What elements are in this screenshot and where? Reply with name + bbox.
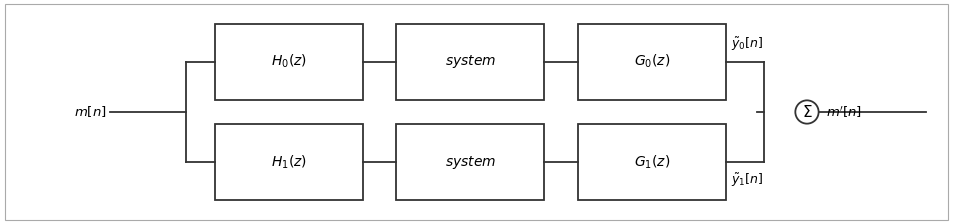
Text: $G_1(z)$: $G_1(z)$ (634, 154, 669, 171)
Bar (215, 124, 363, 200)
Text: $H_0(z)$: $H_0(z)$ (271, 53, 307, 70)
Text: $system$: $system$ (445, 53, 496, 70)
Text: $m[n]$: $m[n]$ (74, 105, 107, 119)
Text: $\tilde{y}_1[n]$: $\tilde{y}_1[n]$ (731, 171, 763, 189)
Text: $\tilde{y}_0[n]$: $\tilde{y}_0[n]$ (731, 35, 763, 53)
Text: $H_1(z)$: $H_1(z)$ (271, 154, 307, 171)
Text: $\Sigma$: $\Sigma$ (801, 104, 813, 120)
Ellipse shape (796, 100, 818, 124)
Text: $G_0(z)$: $G_0(z)$ (634, 53, 669, 70)
Bar (215, 24, 363, 100)
Bar (396, 24, 544, 100)
Bar (578, 24, 726, 100)
Bar (396, 124, 544, 200)
Text: $m'[n]$: $m'[n]$ (826, 104, 862, 120)
Text: $system$: $system$ (445, 154, 496, 171)
Bar (578, 124, 726, 200)
FancyBboxPatch shape (5, 4, 948, 220)
